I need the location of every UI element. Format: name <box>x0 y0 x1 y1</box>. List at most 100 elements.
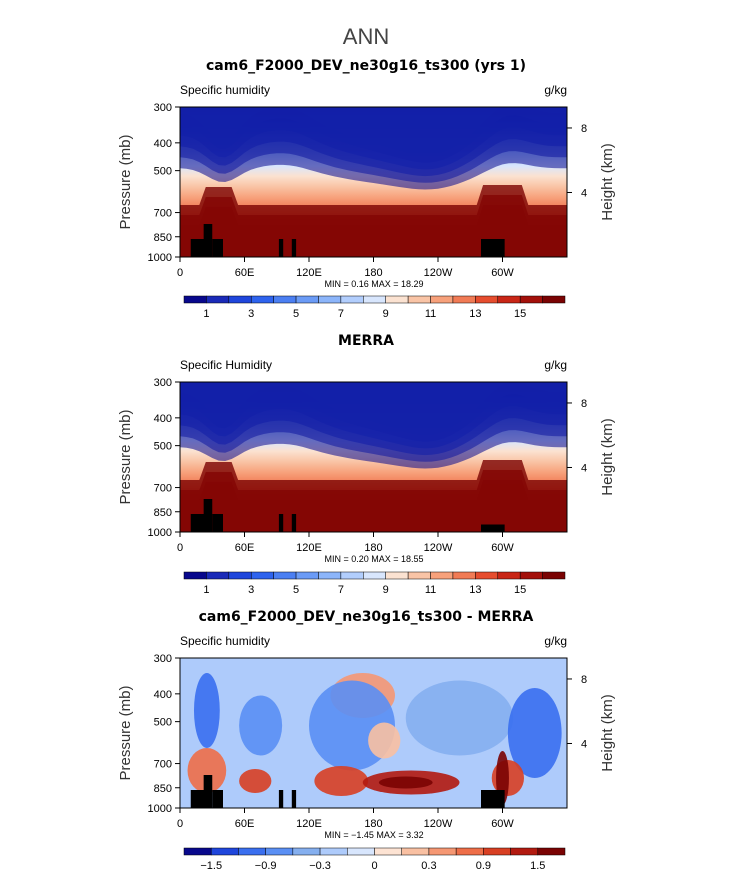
topography-mask <box>190 239 207 257</box>
colorbar-label: −1.5 <box>200 860 222 872</box>
colorbar-label: 15 <box>514 308 526 320</box>
colorbar-swatch <box>430 295 454 304</box>
colorbar-swatch <box>455 847 484 856</box>
colorbar-swatch <box>250 295 274 304</box>
y-tick-label: 700 <box>154 759 172 771</box>
y-tick-label: 1000 <box>148 527 172 539</box>
contour-band <box>368 722 401 759</box>
colorbar-swatch <box>428 847 457 856</box>
colorbar-swatch <box>340 571 364 580</box>
y2-tick-label: 4 <box>581 462 587 474</box>
topography-mask <box>203 499 213 532</box>
contour-band <box>187 748 227 793</box>
colorbar-label: 7 <box>338 308 344 320</box>
min-max-stats: MIN = 0.16 MAX = 18.29 <box>324 279 423 289</box>
y-tick-label: 1000 <box>148 252 172 264</box>
x-tick-label: 60W <box>491 267 514 279</box>
panel-variable-label: Specific humidity <box>180 634 270 648</box>
y2-tick-label: 4 <box>581 187 587 199</box>
contour-field <box>180 107 567 257</box>
colorbar-label: 0 <box>371 860 377 872</box>
panel-units-label: g/kg <box>544 634 567 648</box>
colorbar-swatch <box>519 295 543 304</box>
panel-title: cam6_F2000_DEV_ne30g16_ts300 (yrs 1) <box>206 58 526 74</box>
topography-mask <box>481 790 505 808</box>
colorbar-swatch <box>238 847 266 856</box>
colorbar-swatch <box>206 295 230 304</box>
x-tick-label: 0 <box>177 542 183 554</box>
colorbar-label: 13 <box>469 584 481 596</box>
topography-mask <box>291 514 297 532</box>
panel-variable-label: Specific Humidity <box>180 358 272 372</box>
min-max-stats: MIN = 0.20 MAX = 18.55 <box>324 554 423 564</box>
colorbar-label: 9 <box>383 308 389 320</box>
x-tick-label: 60E <box>235 818 255 830</box>
colorbar-swatch <box>273 571 297 580</box>
topography-mask <box>190 790 207 808</box>
min-max-stats: MIN = −1.45 MAX = 3.32 <box>324 830 423 840</box>
contour-band <box>405 680 514 756</box>
panel-diff: cam6_F2000_DEV_ne30g16_ts300 - MERRA Spec… <box>117 609 616 872</box>
colorbar-label: 3 <box>248 308 254 320</box>
y-tick-label: 700 <box>154 208 172 220</box>
y-tick-label: 400 <box>154 689 172 701</box>
colorbar-label: 0.3 <box>421 860 436 872</box>
panel-units-label: g/kg <box>544 83 567 97</box>
colorbar-swatch <box>210 847 239 856</box>
y-tick-label: 850 <box>154 507 172 519</box>
y-tick-label: 700 <box>154 483 172 495</box>
x-tick-label: 120E <box>296 267 322 279</box>
x-tick-label: 120W <box>424 542 453 554</box>
colorbar-swatch <box>452 571 476 580</box>
panel-units-label: g/kg <box>544 358 567 372</box>
colorbar-swatch <box>318 571 342 580</box>
colorbar-swatch <box>407 571 431 580</box>
panel-title: MERRA <box>338 333 394 349</box>
topography-mask <box>212 514 223 532</box>
topography-mask <box>278 239 284 257</box>
colorbar-label: 1.5 <box>530 860 545 872</box>
colorbar-swatch <box>292 847 321 856</box>
colorbar-label: 7 <box>338 584 344 596</box>
topography-mask <box>481 239 505 257</box>
y-tick-label: 500 <box>154 441 172 453</box>
y-tick-label: 500 <box>154 166 172 178</box>
colorbar-swatch <box>363 295 386 304</box>
colorbar-swatch <box>497 295 521 304</box>
colorbar-label: 1 <box>203 584 209 596</box>
colorbar-label: 5 <box>293 584 299 596</box>
colorbar-label: −0.9 <box>255 860 277 872</box>
x-tick-label: 180 <box>364 267 382 279</box>
x-tick-label: 60W <box>491 818 514 830</box>
x-tick-label: 120W <box>424 818 453 830</box>
topography-mask <box>278 790 284 808</box>
colorbar-label: 0.9 <box>476 860 491 872</box>
topography-mask <box>203 224 213 257</box>
contour-band <box>180 460 567 532</box>
contour-band <box>180 382 567 469</box>
colorbar-swatch <box>295 295 319 304</box>
y-tick-label: 850 <box>154 783 172 795</box>
y2-tick-label: 8 <box>581 123 587 135</box>
y-tick-label: 400 <box>154 413 172 425</box>
x-tick-label: 60E <box>235 542 255 554</box>
y-tick-label: 500 <box>154 717 172 729</box>
colorbar-swatch <box>206 571 230 580</box>
colorbar-swatch <box>183 295 207 304</box>
y-tick-label: 400 <box>154 138 172 150</box>
topography-mask <box>212 239 223 257</box>
y-tick-label: 850 <box>154 232 172 244</box>
colorbar-swatch <box>228 295 252 304</box>
colorbar-label: 9 <box>383 584 389 596</box>
colorbar-label: 13 <box>469 308 481 320</box>
colorbar-label: 5 <box>293 308 299 320</box>
colorbar-swatch <box>537 847 566 856</box>
x-tick-label: 0 <box>177 818 183 830</box>
colorbar-swatch <box>374 847 402 856</box>
topography-mask <box>291 790 297 808</box>
contour-band <box>193 673 220 748</box>
x-tick-label: 120E <box>296 542 322 554</box>
colorbar-swatch <box>475 295 499 304</box>
